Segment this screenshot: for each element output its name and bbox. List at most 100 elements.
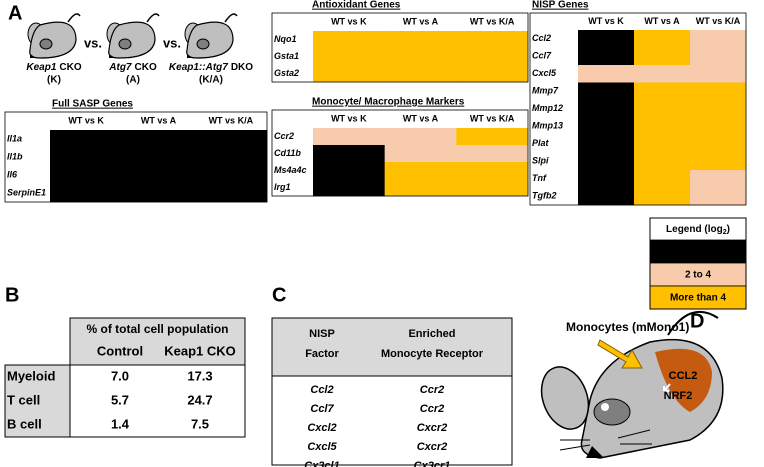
gene-label: Irg1 bbox=[274, 182, 291, 192]
heatmap-cell bbox=[384, 179, 457, 197]
mouse-nose bbox=[187, 54, 193, 58]
heatmap-cell bbox=[578, 135, 635, 153]
panel-label: B bbox=[5, 284, 19, 306]
cell-value: 5.7 bbox=[111, 392, 129, 407]
heatmap-cell bbox=[384, 145, 457, 163]
heatmap-cell bbox=[690, 152, 747, 171]
heatmap-cell bbox=[50, 184, 123, 203]
heatmap-cell bbox=[313, 128, 385, 146]
mouse-abbr: (K) bbox=[47, 75, 61, 86]
gene-label: Mmp13 bbox=[532, 121, 563, 131]
heatmap-cell bbox=[313, 65, 385, 83]
heatmap-cell bbox=[578, 30, 635, 48]
heatmap-cell bbox=[690, 65, 747, 83]
cell-value: Ccr2 bbox=[420, 403, 444, 415]
mouse-label: Keap1::Atg7 DKO bbox=[169, 62, 253, 73]
heatmap-border bbox=[271, 12, 529, 83]
column-header: WT vs A bbox=[403, 16, 439, 26]
heatmap-border bbox=[271, 109, 529, 197]
heatmap-cell bbox=[578, 47, 635, 66]
mouse-type: CKO bbox=[59, 62, 81, 73]
row-label: T cell bbox=[7, 392, 40, 407]
mouse-icon bbox=[184, 13, 238, 59]
column-header: WT vs A bbox=[403, 113, 439, 123]
heatmap-cell bbox=[456, 31, 529, 49]
column-header: WT vs K bbox=[331, 16, 367, 26]
column-header: NISP bbox=[309, 328, 335, 340]
heatmap-cell bbox=[384, 162, 457, 180]
mouse-gene: Keap1 bbox=[26, 62, 56, 73]
gene-label: Slpi bbox=[532, 156, 549, 166]
heatmap-cell bbox=[690, 82, 747, 101]
cell-value: Ccr2 bbox=[420, 384, 444, 396]
heatmap-border bbox=[529, 12, 747, 206]
heatmap-cell bbox=[634, 117, 691, 136]
legend-label: -2 to 2 bbox=[683, 247, 713, 258]
heatmap-cell bbox=[578, 117, 635, 136]
heatmap-cell bbox=[634, 65, 691, 83]
diagram-label: Monocytes (mMono1) bbox=[566, 320, 689, 334]
heatmap-cell bbox=[313, 48, 385, 66]
mouse-abbr: (A) bbox=[126, 75, 140, 86]
gene-label: Ms4a4c bbox=[274, 165, 307, 175]
heatmap-cell bbox=[313, 179, 385, 197]
mouse-label: Keap1 CKO bbox=[26, 62, 81, 73]
heatmap-cell bbox=[690, 170, 747, 188]
gene-label: Mmp7 bbox=[532, 86, 559, 96]
legend-sub: 2 bbox=[723, 229, 727, 236]
mouse-label: Atg7 CKO bbox=[108, 62, 157, 73]
gene-label: Cd11b bbox=[274, 148, 301, 158]
heatmap-cell bbox=[50, 148, 123, 167]
gene-label: Gsta2 bbox=[274, 68, 299, 78]
heatmap-cell bbox=[634, 170, 691, 188]
table-header: % of total cell population bbox=[87, 322, 229, 336]
mouse-gene: Keap1::Atg7 bbox=[169, 62, 228, 73]
row-label: Myeloid bbox=[7, 368, 55, 383]
gene-label: Ccl2 bbox=[532, 33, 551, 43]
diagram-label: NRF2 bbox=[664, 390, 693, 402]
heatmap-cell bbox=[313, 145, 385, 163]
heatmap-cell bbox=[384, 128, 457, 146]
mouse-eye bbox=[118, 38, 132, 50]
heatmap-title: Full SASP Genes bbox=[52, 99, 133, 110]
heatmap-cell bbox=[122, 166, 195, 185]
mouse-tail bbox=[67, 13, 81, 23]
legend-border bbox=[649, 217, 747, 310]
heatmap-cell bbox=[634, 30, 691, 48]
gene-label: Il1b bbox=[7, 151, 23, 161]
mouse-nose bbox=[30, 54, 36, 58]
gene-label: SerpinE1 bbox=[7, 187, 46, 197]
mouse-head bbox=[29, 21, 77, 59]
heatmap-cell bbox=[578, 65, 635, 83]
mouse-icon bbox=[106, 13, 160, 59]
heatmap-cell bbox=[690, 187, 747, 206]
heatmap-border bbox=[4, 111, 268, 203]
legend-title: Legend (log2) bbox=[666, 224, 730, 236]
cell-value: Cx3cl1 bbox=[304, 460, 339, 467]
heatmap-cell bbox=[456, 179, 529, 197]
heatmap-cell bbox=[50, 166, 123, 185]
cell-value: Cx3cr1 bbox=[414, 460, 451, 467]
heatmap-cell bbox=[122, 184, 195, 203]
mouse-head bbox=[186, 21, 234, 59]
gene-label: Tgfb2 bbox=[532, 191, 557, 201]
mouse-gene: Atg7 bbox=[108, 62, 132, 73]
heatmap-cell bbox=[634, 187, 691, 206]
heatmap-cell bbox=[384, 31, 457, 49]
cell-value: 7.5 bbox=[191, 416, 209, 431]
gene-label: Plat bbox=[532, 138, 550, 148]
heatmap-cell bbox=[50, 130, 123, 149]
heatmap-cell bbox=[634, 152, 691, 171]
heatmap-cell bbox=[578, 152, 635, 171]
cell-value: Ccl7 bbox=[310, 403, 334, 415]
legend-title-text: Legend (log bbox=[666, 224, 723, 235]
table-header-bg bbox=[272, 318, 512, 376]
table-header-bg bbox=[70, 318, 245, 365]
heatmap-cell bbox=[578, 187, 635, 206]
row-label: B cell bbox=[7, 416, 42, 431]
column-header: WT vs K bbox=[331, 113, 367, 123]
panel-label: A bbox=[8, 2, 22, 24]
panel-label: C bbox=[272, 284, 286, 306]
heatmap-cell bbox=[578, 100, 635, 118]
heatmap-cell bbox=[194, 148, 268, 167]
